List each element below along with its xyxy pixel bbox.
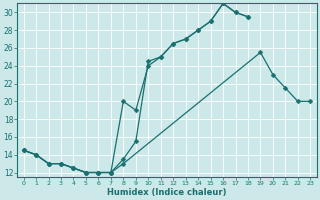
X-axis label: Humidex (Indice chaleur): Humidex (Indice chaleur): [107, 188, 227, 197]
